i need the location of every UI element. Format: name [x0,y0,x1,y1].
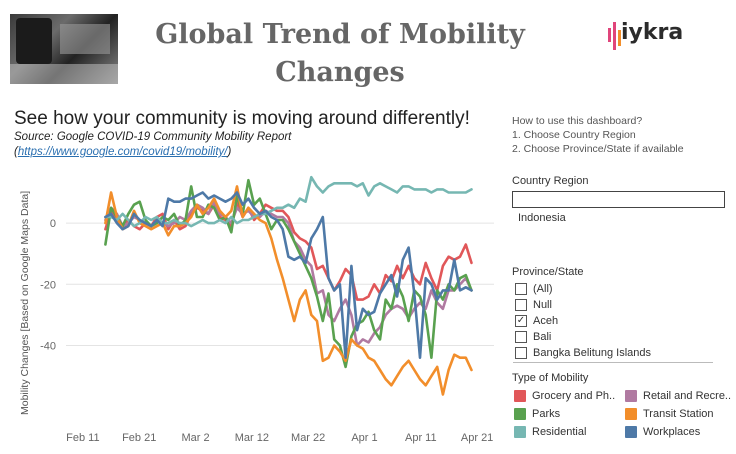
series-line[interactable] [104,191,473,359]
legend-label: Transit Station [643,408,714,420]
legend-item[interactable]: Retail and Recre.. [625,389,731,403]
country-search-input[interactable] [512,191,725,208]
province-list-divider [513,362,713,365]
page-title-line2: Changes [275,57,405,88]
series-line[interactable] [104,175,473,228]
x-tick-label: Apr 21 [461,432,493,444]
instructions-step: 1. Choose Country Region [512,129,636,141]
x-tick-label: Mar 12 [235,432,269,444]
instructions: How to use this dashboard? 1. Choose Cou… [512,114,684,156]
source-link[interactable]: https://www.google.com/covid19/mobility/ [17,146,228,158]
x-axis-ticks: Feb 11 Feb 21 Mar 2 Mar 12 Mar 22 Apr 1 Apr 11… [66,432,493,444]
y-axis-label: Mobility Changes [Based on Google Maps D… [19,191,31,415]
province-option-label: Bali [533,331,552,343]
legend-item[interactable]: Workplaces [625,425,700,439]
brand-logo-icon [608,22,621,50]
legend-label: Workplaces [643,426,701,438]
legend-swatch [514,390,526,402]
checkbox[interactable] [515,331,527,343]
legend-label: Residential [532,426,587,438]
legend-title: Type of Mobility [512,372,589,384]
checkbox-checked[interactable]: ✓ [515,315,527,327]
y-axis-ticks: 0 -20 -40 [40,218,56,352]
photo-shape [10,64,118,84]
legend-swatch [625,390,637,402]
legend-label: Retail and Recre.. [643,390,732,402]
instructions-step: 2. Choose Province/State if available [512,143,684,155]
checkbox[interactable] [515,347,527,359]
legend-item[interactable]: Transit Station [625,407,714,421]
photo-shape [60,24,110,54]
province-option[interactable]: (All) [515,282,553,296]
series-line[interactable] [104,185,473,396]
country-value[interactable]: Indonesia [518,212,566,224]
source-link-line: (https://www.google.com/covid19/mobility… [14,146,231,158]
mobility-line-chart[interactable]: 0 -20 -40 Feb 11 Feb 21 Mar 2 Mar 12 Mar 22 Apr… [0,160,505,454]
x-tick-label: Mar 22 [291,432,325,444]
x-tick-label: Mar 2 [181,432,209,444]
legend-swatch [625,408,637,420]
checkbox[interactable] [515,283,527,295]
page-title-line1: Global Trend of Mobility [155,19,525,50]
instructions-title: How to use this dashboard? [512,115,643,127]
y-tick-label: -20 [40,279,56,291]
province-option[interactable]: Bangka Belitung Islands [515,346,651,360]
x-tick-label: Feb 11 [66,432,99,444]
legend-item[interactable]: Grocery and Ph.. [514,389,615,403]
brand-logo-text: iykra [621,20,684,45]
province-option-label: Aceh [533,315,559,327]
page-title: Global Trend of Mobility Changes [140,16,540,92]
checkbox[interactable] [515,299,527,311]
legend-swatch [514,408,526,420]
province-option[interactable]: Bali [515,330,551,344]
link-paren: ( [14,146,18,158]
province-option-label: Null [533,299,552,311]
x-tick-label: Feb 21 [122,432,156,444]
link-paren: ) [227,146,232,158]
province-option[interactable]: ✓ Aceh [515,314,558,328]
province-filter-label: Province/State [512,266,584,278]
province-option-label: (All) [533,283,553,295]
province-option-label: Bangka Belitung Islands [533,347,652,359]
country-filter-label: Country Region [512,175,589,187]
y-tick-label: -40 [40,340,56,352]
legend-item[interactable]: Parks [514,407,560,421]
source-note: Source: Google COVID-19 Community Mobili… [14,131,292,143]
x-tick-label: Apr 1 [351,432,377,444]
y-tick-label: 0 [50,218,56,230]
legend-label: Parks [532,408,561,420]
legend-swatch [625,426,637,438]
legend-swatch [514,426,526,438]
headline: See how your community is moving around … [14,108,470,129]
series-lines [104,175,473,396]
header-photo [10,14,118,84]
series-line[interactable] [104,178,473,369]
province-option[interactable]: Null [515,298,552,312]
legend-item[interactable]: Residential [514,425,586,439]
photo-shape [16,18,52,64]
x-tick-label: Apr 11 [405,432,437,444]
legend-label: Grocery and Ph.. [532,390,616,402]
